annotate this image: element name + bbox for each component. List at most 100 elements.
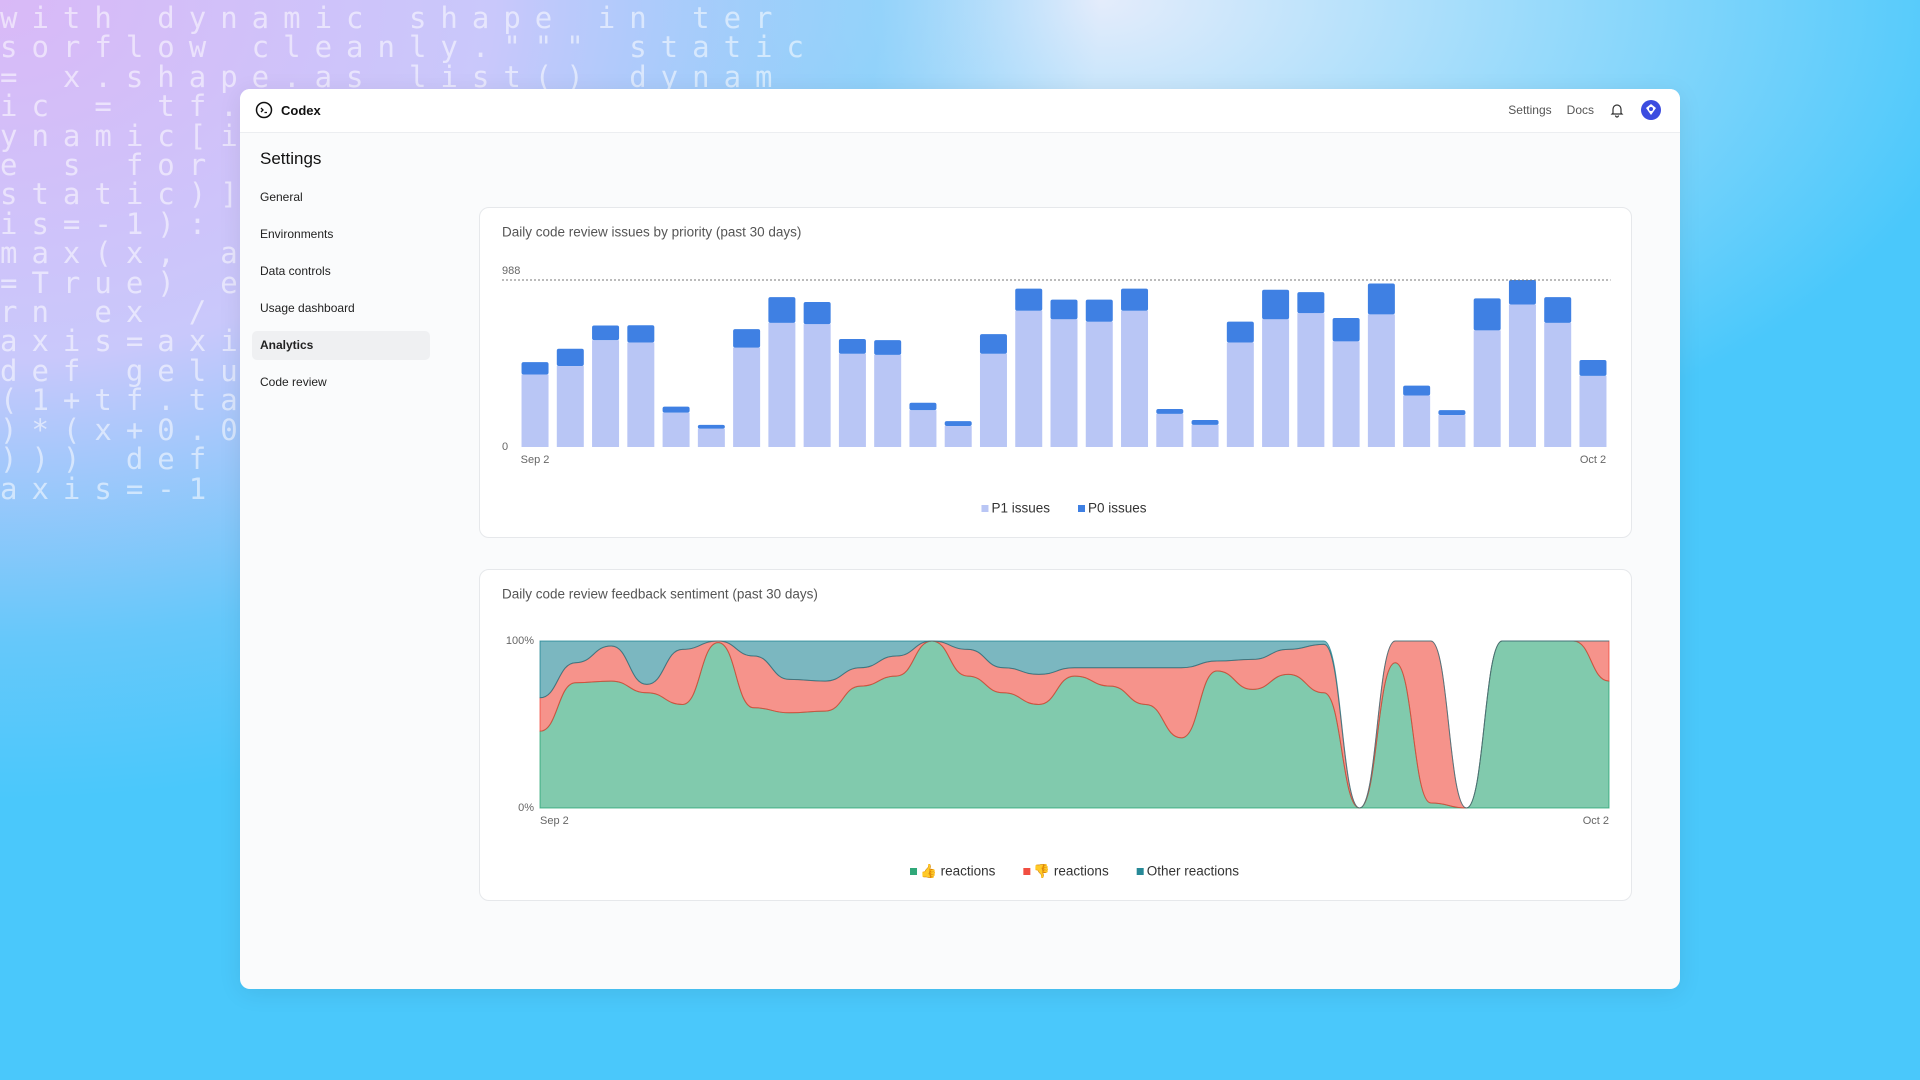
x-tick-label: Sep 2 — [540, 815, 569, 827]
x-tick-label: Sep 2 — [521, 454, 550, 466]
bar-segment — [1332, 318, 1360, 342]
legend-label[interactable]: P1 issues — [991, 501, 1050, 516]
bar-segment — [1191, 424, 1219, 447]
top-bar: Codex Settings Docs — [240, 89, 1680, 133]
code-line: ic = tf. — [0, 89, 252, 124]
bar-segment — [944, 421, 972, 427]
y-tick-label: 0% — [518, 802, 534, 814]
bar-segment — [803, 301, 831, 325]
bar-segment — [1085, 299, 1113, 322]
bar-segment — [979, 334, 1007, 354]
bar-segment — [1508, 304, 1536, 447]
code-line: (1+tf.ta — [0, 383, 252, 418]
legend: P1 issues P0 issues — [981, 501, 1147, 516]
bar-segment — [556, 366, 584, 447]
bar-segment — [1544, 297, 1572, 323]
sidebar-item[interactable]: Usage dashboard — [260, 301, 355, 315]
bar-segment — [1050, 319, 1078, 447]
brand[interactable]: Codex — [255, 101, 321, 119]
bar-segment — [1050, 299, 1078, 320]
code-line: =True) e — [0, 265, 252, 300]
bar-segment — [1367, 314, 1395, 447]
x-tick-label: Oct 2 — [1583, 815, 1609, 827]
bar-segment — [1473, 330, 1501, 447]
brand-name: Codex — [281, 102, 321, 118]
chart: Daily code review feedback sentiment (pa… — [502, 587, 1610, 879]
y-tick-label: 100% — [506, 635, 534, 647]
legend-label[interactable]: P0 issues — [1088, 501, 1147, 516]
notifications-icon[interactable] — [1609, 102, 1625, 118]
bar-segment — [521, 374, 549, 447]
logo — [255, 101, 273, 119]
nav-link[interactable]: Settings — [1508, 103, 1552, 117]
bar-segment — [733, 347, 761, 447]
bar-segment — [627, 342, 655, 447]
code-line: def gelu — [0, 353, 252, 388]
bar-segment — [627, 325, 655, 343]
code-line: ))) def — [0, 442, 221, 477]
code-line: = x.shape.as_list() dynam — [0, 59, 787, 94]
bar-segment — [1438, 410, 1466, 416]
code-line: is=-1): — [0, 206, 221, 241]
bar-segment — [1262, 289, 1290, 320]
sidebar-item[interactable]: General — [260, 190, 303, 204]
sidebar: Settings General Environments Data control… — [252, 149, 430, 405]
avatar[interactable] — [1640, 99, 1662, 121]
sidebar-item[interactable]: Code review — [260, 375, 327, 389]
app-window: Codex Settings Docs Settings General Envir… — [240, 89, 1680, 989]
legend-swatch — [1078, 505, 1085, 512]
legend-swatch — [1136, 868, 1144, 875]
bar-segment — [1121, 310, 1149, 447]
bar-segment — [803, 324, 831, 447]
bar-segment — [838, 338, 866, 354]
legend: 👍 reactions 👎 reactions Other reactions — [910, 863, 1239, 879]
bar-segment — [909, 402, 937, 411]
bar-segment — [838, 353, 866, 447]
bar-segment — [1508, 280, 1536, 305]
bar-segment — [662, 412, 690, 447]
background-code: with dynamic shape in ter sorflow cleanly… — [0, 1, 818, 506]
sidebar-item[interactable]: Data controls — [260, 264, 331, 278]
legend-swatch — [910, 868, 918, 875]
bar-segment — [556, 348, 584, 367]
x-tick-label: Oct 2 — [1580, 454, 1606, 466]
bar-segment — [1403, 385, 1431, 396]
bar-segment — [1579, 359, 1607, 376]
sidebar-item[interactable]: Environments — [260, 227, 334, 241]
code-line: )*(x+0.0 — [0, 412, 252, 447]
legend-swatch — [981, 505, 989, 512]
bar-segment — [1297, 292, 1325, 314]
bar-segment — [909, 410, 937, 447]
bar-segment — [1367, 283, 1395, 315]
chart-card: Daily code review feedback sentiment (pa… — [479, 569, 1632, 901]
bar-segment — [1544, 322, 1572, 447]
code-line: ynamic[i — [0, 118, 252, 153]
bar-segment — [874, 340, 902, 355]
bar-segment — [1156, 413, 1184, 447]
sidebar-title: Settings — [260, 149, 322, 168]
bar-segment — [1262, 319, 1290, 447]
top-nav: Settings Docs — [1508, 99, 1662, 121]
bar-segment — [1191, 419, 1219, 425]
code-line: with dynamic shape in ter — [0, 1, 787, 35]
bar-segment — [1015, 310, 1043, 447]
legend-label[interactable]: 👎 reactions — [1033, 864, 1109, 879]
legend-label[interactable]: 👍 reactions — [920, 863, 996, 879]
bar-segment — [1297, 313, 1325, 447]
bar-segment — [768, 322, 796, 447]
bar-segment — [1015, 288, 1043, 311]
bar-segment — [697, 424, 725, 429]
bar-segment — [592, 340, 620, 447]
nav-link[interactable]: Docs — [1566, 103, 1594, 117]
legend-swatch — [1023, 868, 1031, 875]
sidebar-item[interactable]: Analytics — [252, 331, 430, 360]
bar-segment — [1226, 321, 1254, 343]
legend-label[interactable]: Other reactions — [1147, 864, 1240, 879]
y-tick-label: 0 — [502, 441, 508, 453]
code-line: axis=-1 — [0, 471, 221, 506]
bar-segment — [1473, 298, 1501, 331]
bar-segment — [521, 362, 549, 375]
bar-segment — [1121, 288, 1149, 311]
code-line: e s for — [0, 148, 221, 183]
